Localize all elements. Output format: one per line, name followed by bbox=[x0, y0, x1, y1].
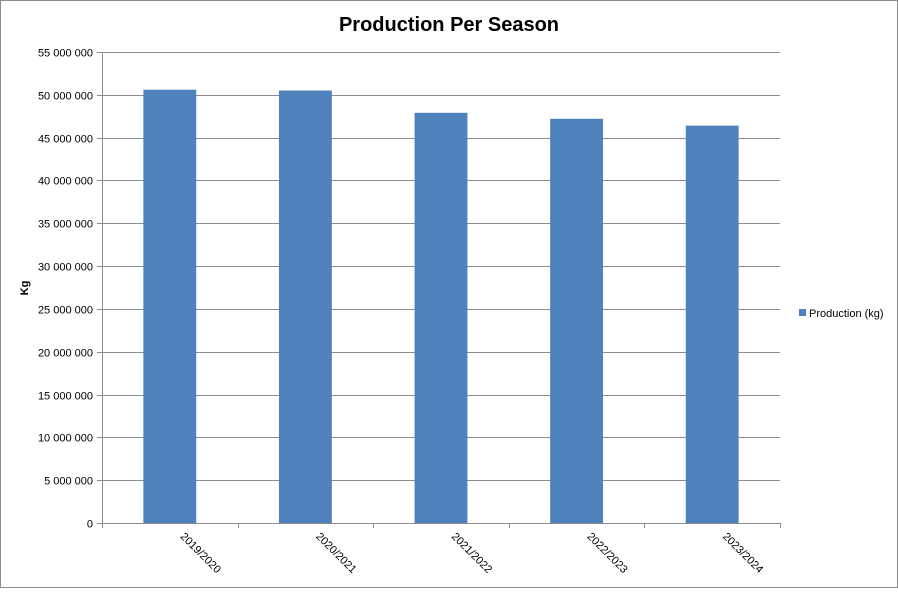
bar bbox=[143, 89, 197, 524]
x-tick-label: 2021/2022 bbox=[449, 531, 494, 576]
y-tick-label: 15 000 000 bbox=[38, 391, 93, 403]
bar bbox=[550, 118, 604, 524]
axes bbox=[97, 52, 781, 528]
y-tick-label: 0 bbox=[87, 519, 93, 531]
x-tick-label: 2022/2023 bbox=[584, 531, 629, 576]
y-tick-label: 30 000 000 bbox=[38, 262, 93, 274]
y-tick-label: 55 000 000 bbox=[38, 48, 93, 60]
x-tick-label: 2019/2020 bbox=[178, 531, 223, 576]
x-tick-label: 2020/2021 bbox=[313, 531, 358, 576]
y-tick-label: 5 000 000 bbox=[44, 476, 93, 488]
legend-label: Production (kg) bbox=[809, 308, 884, 320]
bar bbox=[685, 125, 739, 523]
y-tick-label: 35 000 000 bbox=[38, 219, 93, 231]
x-tick-labels: 2019/2020 2020/2021 2021/2022 2022/2023 2023… bbox=[178, 531, 766, 576]
x-tick-label: 2023/2024 bbox=[720, 531, 765, 576]
y-tick-label: 50 000 000 bbox=[38, 91, 93, 103]
y-tick-label: 10 000 000 bbox=[38, 433, 93, 445]
y-tick-label: 25 000 000 bbox=[38, 305, 93, 317]
legend: Production (kg) bbox=[799, 308, 884, 320]
bars bbox=[143, 89, 739, 524]
y-tick-label: 45 000 000 bbox=[38, 134, 93, 146]
bar bbox=[414, 112, 468, 523]
bar bbox=[278, 90, 332, 523]
y-tick-labels: 0 5 000 000 10 000 000 15 000 000 20 000 000… bbox=[38, 48, 93, 531]
y-axis-label: Kg bbox=[19, 281, 31, 296]
legend-swatch bbox=[799, 309, 806, 316]
chart-title: Production Per Season bbox=[339, 14, 559, 36]
y-tick-label: 20 000 000 bbox=[38, 348, 93, 360]
y-tick-label: 40 000 000 bbox=[38, 176, 93, 188]
